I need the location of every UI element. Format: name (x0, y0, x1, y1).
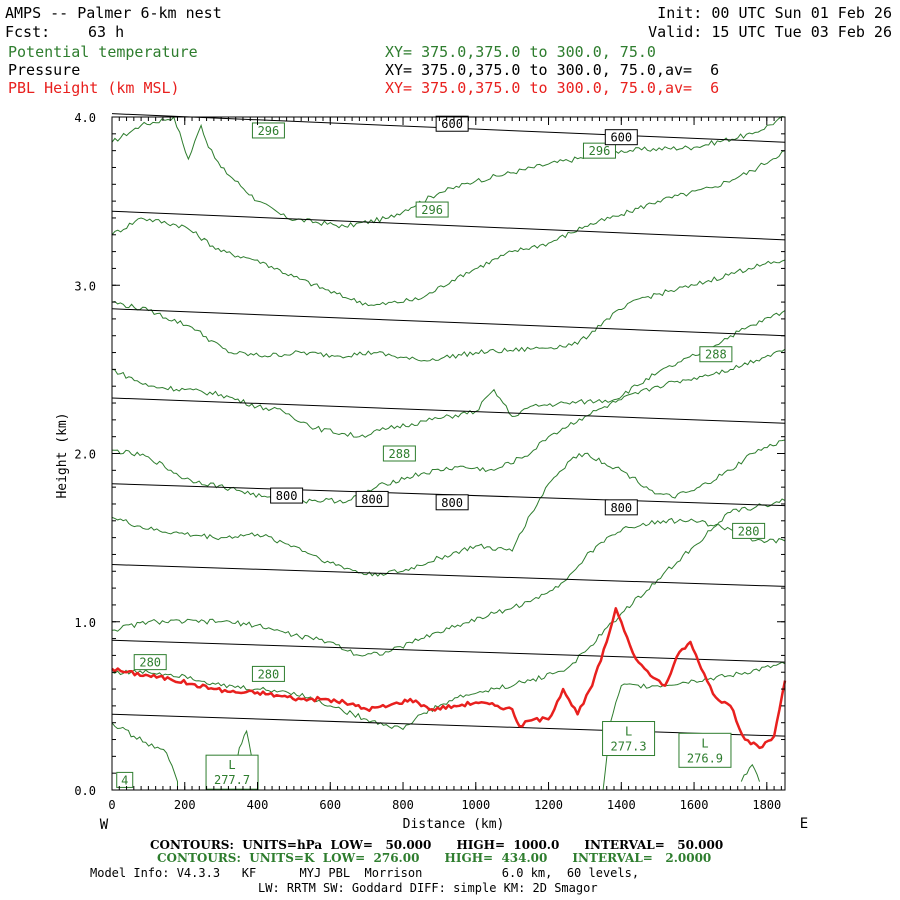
y-axis-title: Height (km) (55, 412, 70, 498)
contour-label-box (355, 490, 389, 507)
x-tick-label: 1400 (607, 798, 636, 812)
contour-label-text: 280 (258, 667, 280, 681)
theta-contour-line (111, 115, 786, 229)
contour-label-text: 280 (738, 524, 760, 538)
pbl-height-series (111, 607, 787, 750)
init-time: Init: 00 UTC Sun 01 Feb 26 (657, 4, 892, 22)
pressure-isobar-line (111, 564, 786, 587)
contour-label-text: 296 (589, 144, 611, 158)
west-end-label: W (100, 817, 109, 833)
contour-label-box (415, 201, 449, 218)
contour-label-box (382, 445, 416, 462)
y-tick-label: 3.0 (74, 279, 96, 293)
theta-contour-line (111, 517, 786, 657)
low-center-letter: L (701, 736, 708, 750)
footer-model-physics: LW: RRTM SW: Goddard DIFF: simple KM: 2D… (258, 881, 598, 895)
footer-contours-pressure: CONTOURS: UNITS=hPa LOW= 50.000 HIGH= 10… (150, 838, 724, 852)
pressure-isobar-line (111, 210, 786, 241)
pbl-height-line (111, 607, 787, 750)
valid-time: Valid: 15 UTC Tue 03 Feb 26 (648, 23, 892, 41)
field-name-pbl: PBL Height (km MSL) (8, 79, 180, 97)
theta-contour-line (111, 498, 786, 731)
pressure-isobar-line (111, 713, 786, 737)
x-tick-label: 400 (247, 798, 269, 812)
contour-label-box (435, 115, 469, 132)
field-name-theta: Potential temperature (8, 43, 198, 61)
forecast-label: Fcst: (5, 23, 51, 41)
axes: 0 200 400 600 800 1000 1200 1400 1600 1800 0.0 1.0 2… (55, 111, 808, 833)
contour-label-box (133, 654, 167, 671)
x-tick-label: 600 (319, 798, 341, 812)
low-center-box (678, 732, 732, 768)
theta-contour-line (111, 722, 178, 790)
x-tick-label: 0 (108, 798, 115, 812)
low-center-value: 276.9 (687, 751, 723, 765)
x-tick-label: 1800 (752, 798, 781, 812)
low-center-value: 277.7 (214, 773, 250, 787)
theta-contour-line (111, 348, 786, 504)
low-center-letter: L (228, 758, 235, 772)
contour-label-text: 288 (705, 348, 727, 362)
contour-label-box (270, 487, 304, 504)
theta-contour-line (111, 259, 786, 362)
pressure-isobar-line (111, 639, 786, 663)
x-tick-label: 800 (392, 798, 414, 812)
y-tick-label: 2.0 (74, 448, 96, 462)
y-tick-label: 1.0 (74, 616, 96, 630)
contour-label-text: 600 (441, 117, 463, 131)
low-center-box (205, 754, 259, 790)
field-name-pressure: Pressure (8, 61, 81, 79)
contour-label-text: 800 (441, 496, 463, 510)
x-tick-label: 1600 (680, 798, 709, 812)
field-xy-pressure: XY= 375.0,375.0 to 300.0, 75.0,av= 6 (385, 61, 720, 79)
y-tick-label: 0.0 (74, 784, 96, 798)
low-center-box (602, 721, 656, 757)
x-tick-label: 1200 (534, 798, 563, 812)
contour-label-text: 288 (389, 447, 411, 461)
theta-contour-line (111, 310, 786, 438)
field-xy-theta: XY= 375.0,375.0 to 300.0, 75.0 (385, 43, 656, 61)
contour-label-box (604, 129, 638, 146)
pressure-isobar-line (111, 308, 786, 337)
contour-label-box (435, 494, 469, 511)
x-tick-label: 200 (174, 798, 196, 812)
forecast-hours: 63 h (88, 23, 125, 41)
footer-contours-theta: CONTOURS: UNITS=K LOW= 276.00 HIGH= 434.… (157, 851, 712, 865)
contour-label-text: 800 (276, 489, 298, 503)
theta-contour-line (111, 439, 786, 577)
contour-label-box (699, 346, 733, 363)
contour-label-box (604, 499, 638, 516)
contour-label-text: 800 (361, 492, 383, 506)
contour-label-box (732, 522, 766, 539)
field-xy-pbl: XY= 375.0,375.0 to 300.0, 75.0,av= 6 (385, 79, 720, 97)
contour-label-text: 280 (139, 656, 161, 670)
contour-label-text: 296 (421, 203, 443, 217)
contour-label-text: 4 (121, 773, 128, 787)
theta-contour-line (740, 763, 760, 782)
low-center-value: 277.3 (611, 740, 647, 754)
plot-title: AMPS -- Palmer 6-km nest (5, 4, 222, 22)
east-end-label: E (800, 816, 808, 832)
contour-label-text: 600 (610, 131, 632, 145)
theta-contour-line (602, 661, 786, 791)
contour-label-box (582, 142, 616, 159)
contour-label-box (251, 122, 285, 139)
x-tick-label: 1000 (461, 798, 490, 812)
contour-label-box (251, 665, 285, 682)
low-center-letter: L (625, 725, 632, 739)
contour-label-text: 800 (610, 501, 632, 515)
x-axis-title: Distance (km) (403, 817, 505, 832)
footer-model-info: Model Info: V4.3.3 KF MYJ PBL Morrison 6… (90, 866, 640, 880)
contour-label-box (116, 771, 134, 788)
pressure-isobar-line (111, 397, 786, 424)
theta-contour-line (111, 150, 786, 307)
y-tick-label: 4.0 (74, 111, 96, 125)
contour-label-text: 296 (258, 124, 280, 138)
